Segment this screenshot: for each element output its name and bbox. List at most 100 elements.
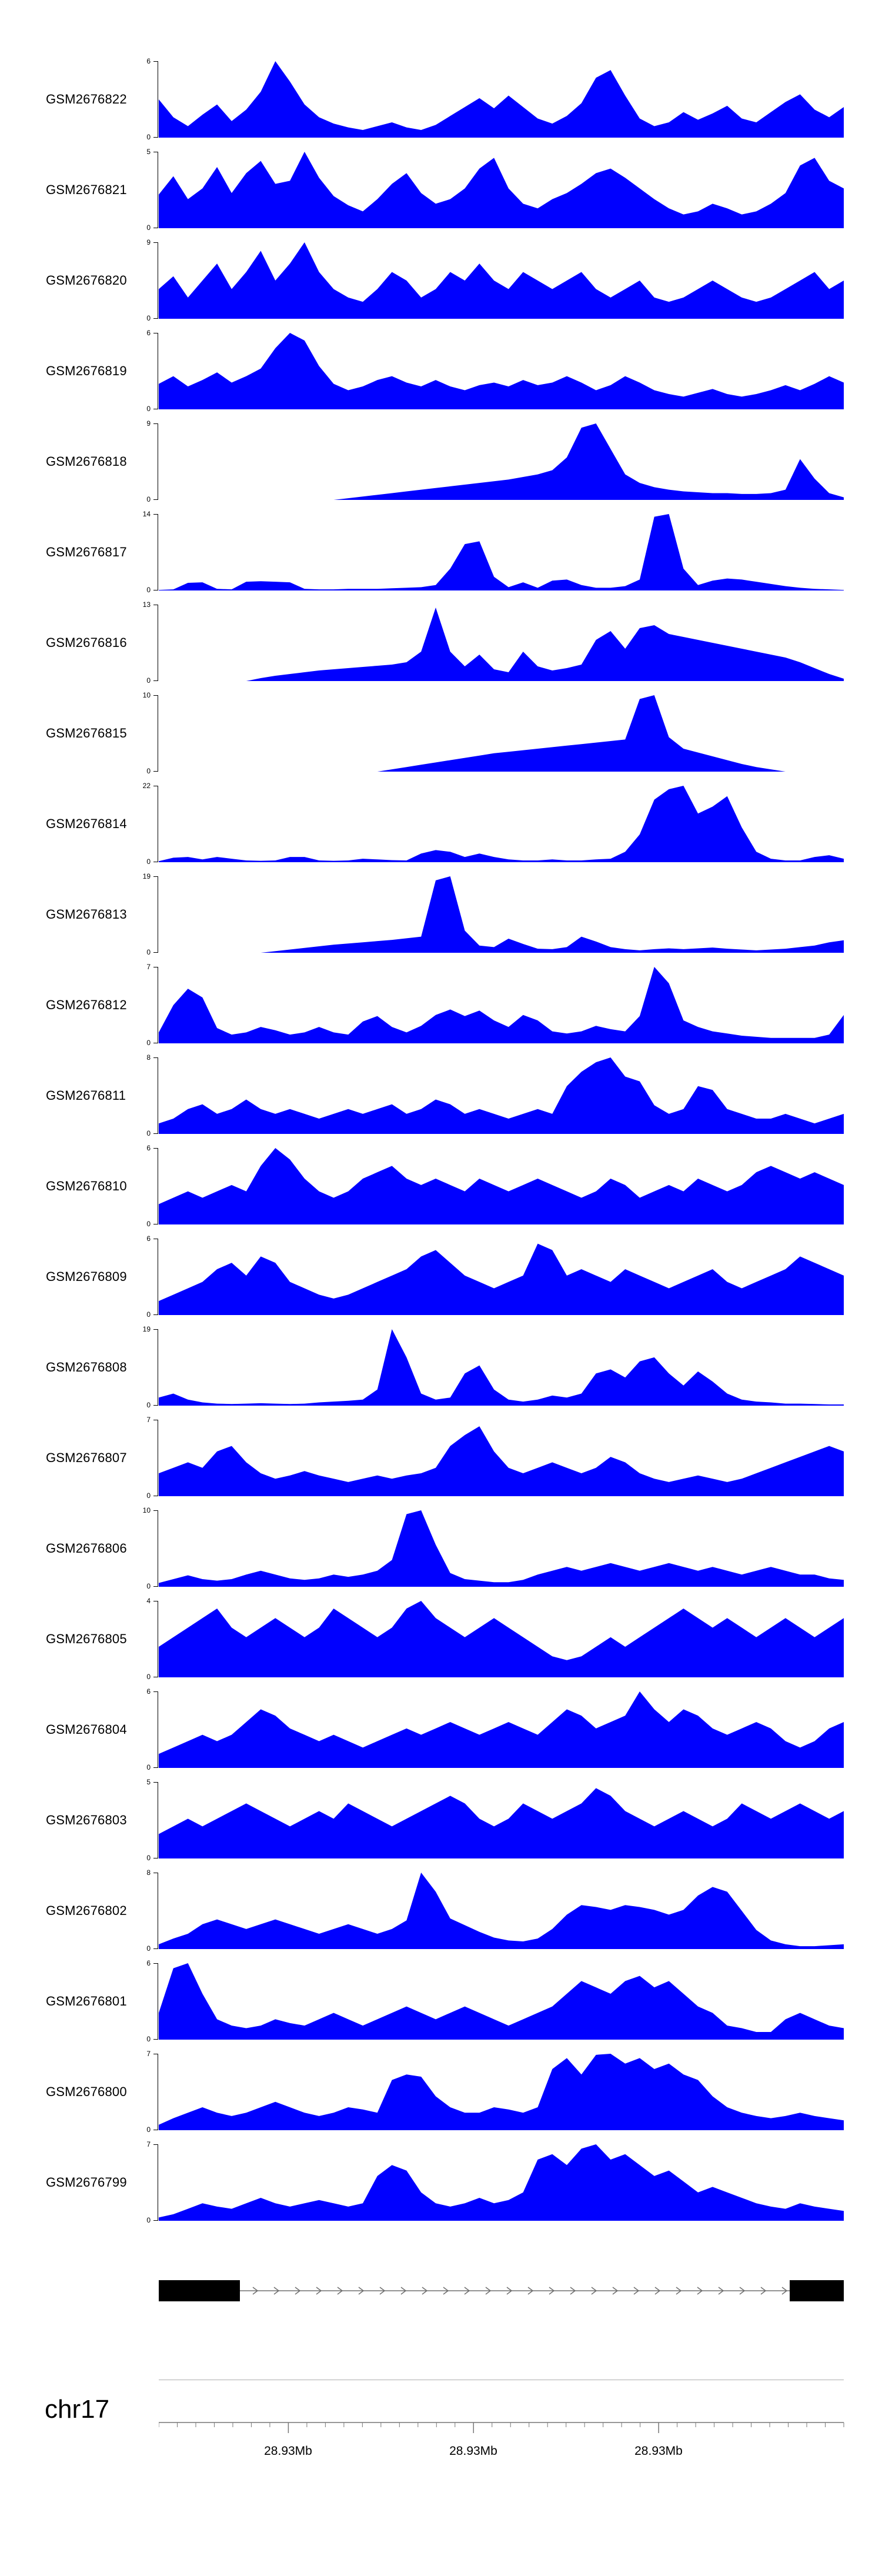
y-axis-tick-bottom [153,1133,158,1134]
track-ymin-label: 0 [146,314,151,322]
sample-label: GSM2676821 [46,182,127,197]
track-ymax-label: 6 [146,1959,151,1967]
coverage-area-chart [159,608,844,681]
chromosome-label: chr17 [45,2395,110,2424]
sample-label: GSM2676802 [46,1903,127,1918]
coverage-track-row: GSM2676818 9 0 [0,416,882,507]
coverage-track-row: GSM2676803 5 0 [0,1775,882,1866]
y-axis-tick-top [153,61,158,62]
coverage-track-row: GSM2676820 9 0 [0,235,882,326]
track-ymax-label: 13 [142,600,151,609]
coverage-area-chart [159,876,844,953]
y-axis-tick-top [153,242,158,243]
track-ymin-label: 0 [146,1854,151,1862]
coverage-track-row: GSM2676812 7 0 [0,960,882,1050]
track-ymin-label: 0 [146,857,151,866]
genome-axis [159,2422,844,2433]
y-axis-tick-top [153,1782,158,1783]
coverage-track-row: GSM2676801 6 0 [0,1956,882,2047]
y-axis-tick-top [153,876,158,877]
track-ymax-label: 7 [146,1416,151,1424]
y-axis-tick-bottom [153,1405,158,1406]
sample-label: GSM2676807 [46,1450,127,1465]
sample-label: GSM2676810 [46,1179,127,1193]
track-ymin-label: 0 [146,948,151,956]
y-axis-tick-top [153,2144,158,2145]
coverage-plot [159,1329,844,1406]
coverage-area-chart [159,242,844,319]
y-axis-tick-bottom [153,318,158,319]
track-ymax-label: 4 [146,1597,151,1605]
coverage-area-chart [159,1691,844,1768]
coverage-area-chart [159,695,844,772]
y-axis-tick-top [153,1148,158,1149]
track-ymin-label: 0 [146,1401,151,1409]
track-ymin-label: 0 [146,1129,151,1137]
coverage-track-row: GSM2676808 19 0 [0,1322,882,1413]
sample-label: GSM2676803 [46,1813,127,1827]
y-axis-tick-top [153,514,158,515]
coverage-area-chart [159,2144,844,2221]
y-axis-tick-bottom [153,680,158,681]
gene-exon-left [159,2280,240,2301]
track-ymax-label: 6 [146,57,151,65]
coverage-area-chart [159,1057,844,1134]
coverage-area-chart [159,1601,844,1677]
track-ymax-label: 9 [146,419,151,428]
coverage-plot [159,2054,844,2130]
axis-tick-label: 28.93Mb [634,2444,683,2458]
coverage-area-chart [159,1510,844,1587]
coverage-track-row: GSM2676815 10 0 [0,688,882,779]
sample-label: GSM2676812 [46,997,127,1012]
track-ymin-label: 0 [146,495,151,503]
y-axis-tick-top [153,1329,158,1330]
track-ymin-label: 0 [146,2035,151,2043]
coverage-area-chart [159,423,844,500]
sample-label: GSM2676819 [46,363,127,378]
coverage-area-chart [159,333,844,409]
coverage-area-chart [159,1788,844,1858]
coverage-plot [159,2144,844,2221]
gene-intron-arrows-icon [240,2287,790,2295]
y-axis-tick-bottom [153,771,158,772]
coverage-plot [159,876,844,953]
y-axis-tick-bottom [153,1767,158,1768]
coverage-area-chart [159,1329,844,1406]
track-ymax-label: 14 [142,510,151,518]
coverage-track-row: GSM2676800 7 0 [0,2047,882,2137]
sample-label: GSM2676799 [46,2175,127,2190]
y-axis-tick-bottom [153,499,158,500]
track-ymax-label: 7 [146,2050,151,2058]
y-axis-tick-bottom [153,952,158,953]
y-axis-tick-bottom [153,137,158,138]
coverage-area-chart [159,2054,844,2130]
sample-label: GSM2676815 [46,726,127,740]
coverage-plot [159,1148,844,1224]
track-ymax-label: 6 [146,1234,151,1243]
y-axis-tick-top [153,423,158,424]
y-axis-tick-bottom [153,1586,158,1587]
coverage-track-row: GSM2676817 14 0 [0,507,882,598]
y-axis-tick-bottom [153,1314,158,1315]
track-ymax-label: 6 [146,1144,151,1152]
coverage-area-chart [159,152,844,228]
track-ymax-label: 7 [146,963,151,971]
y-axis-tick-bottom [153,2220,158,2221]
coverage-plot [159,1239,844,1315]
coverage-area-chart [159,1148,844,1224]
track-ymin-label: 0 [146,767,151,775]
coverage-track-row: GSM2676805 4 0 [0,1594,882,1684]
axis-tick-label: 28.93Mb [449,2444,497,2458]
coverage-plot [159,967,844,1043]
coverage-track-row: GSM2676810 6 0 [0,1141,882,1232]
track-ymax-label: 6 [146,329,151,337]
sample-label: GSM2676801 [46,1994,127,2008]
coverage-plot [159,242,844,319]
coverage-track-row: GSM2676819 6 0 [0,326,882,416]
coverage-plot [159,1691,844,1768]
coverage-plot [159,786,844,862]
track-ymin-label: 0 [146,1491,151,1500]
coverage-plot [159,423,844,500]
sample-label: GSM2676818 [46,454,127,469]
y-axis-tick-top [153,1963,158,1964]
